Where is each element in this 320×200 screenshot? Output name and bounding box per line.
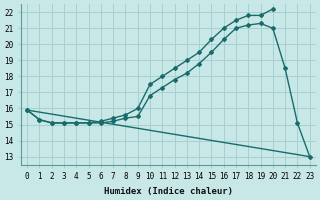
X-axis label: Humidex (Indice chaleur): Humidex (Indice chaleur) (104, 187, 233, 196)
